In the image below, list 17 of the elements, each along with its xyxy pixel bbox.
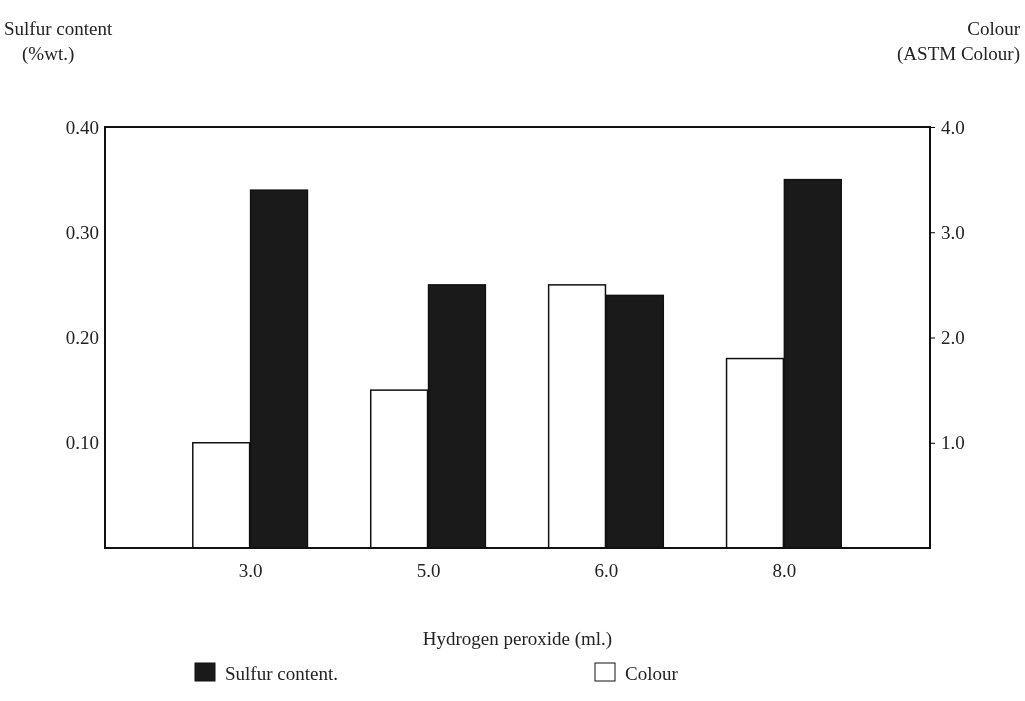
legend-label: Sulfur content.	[225, 663, 338, 684]
legend-label: Colour	[625, 663, 679, 684]
x-tick-label: 3.0	[238, 560, 263, 582]
y2-tick-label: 2.0	[941, 327, 965, 349]
y2-tick-label: 1.0	[941, 432, 965, 454]
y-tick-label: 0.40	[65, 116, 99, 138]
y2-axis-title: Colour (ASTM Colour)	[897, 18, 1021, 65]
x-tick-label: 5.0	[416, 560, 441, 582]
x-tick-label: 6.0	[594, 560, 619, 582]
y-tick-label: 0.30	[65, 221, 99, 243]
x-axis-title: Hydrogen peroxide (ml.)	[422, 628, 613, 650]
y-tick-label: 0.10	[65, 432, 99, 454]
y2-tick-label: 4.0	[941, 116, 965, 138]
y2-tick-label: 3.0	[941, 221, 965, 243]
y-axis-title: Sulfur content (%wt.)	[4, 18, 113, 65]
x-tick-label: 8.0	[772, 560, 797, 582]
y-tick-label: 0.20	[65, 327, 99, 349]
